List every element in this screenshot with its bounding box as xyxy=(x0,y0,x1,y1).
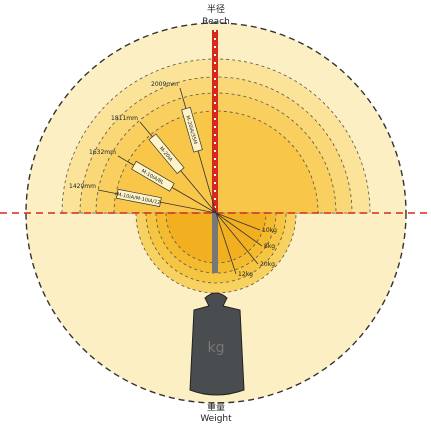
hanger xyxy=(212,213,218,273)
robot-box xyxy=(116,188,162,208)
weight-title: 重量 xyxy=(207,401,225,413)
reach-label: 2009mm xyxy=(151,81,178,88)
payload-label: 20kg xyxy=(260,261,275,268)
reach-ruler xyxy=(212,30,218,213)
weight-icon xyxy=(189,292,245,396)
payload-line xyxy=(215,212,263,247)
weight-unit: kg xyxy=(208,340,225,356)
payload-label: 12kg xyxy=(238,271,253,278)
reach-label: 1811mm xyxy=(111,115,138,122)
reach-title: 半径 xyxy=(207,3,225,15)
robot-box xyxy=(148,133,185,174)
robot-box xyxy=(131,160,175,192)
payload-line xyxy=(215,212,237,275)
payload-label: 8kg xyxy=(264,243,275,250)
reach-label: 1632mm xyxy=(89,149,116,156)
reach-subtitle: Reach xyxy=(202,17,230,27)
weight-subtitle: Weight xyxy=(200,414,232,424)
payload-line xyxy=(215,212,261,231)
payload-label: 10kg xyxy=(262,227,277,234)
payload-line xyxy=(215,212,259,265)
reach-label: 1420mm xyxy=(69,183,96,190)
robots: 2009mmM-20iA/35M10kg1811mmM-20iA8kg1632m… xyxy=(69,81,277,278)
robot-box xyxy=(181,106,203,153)
